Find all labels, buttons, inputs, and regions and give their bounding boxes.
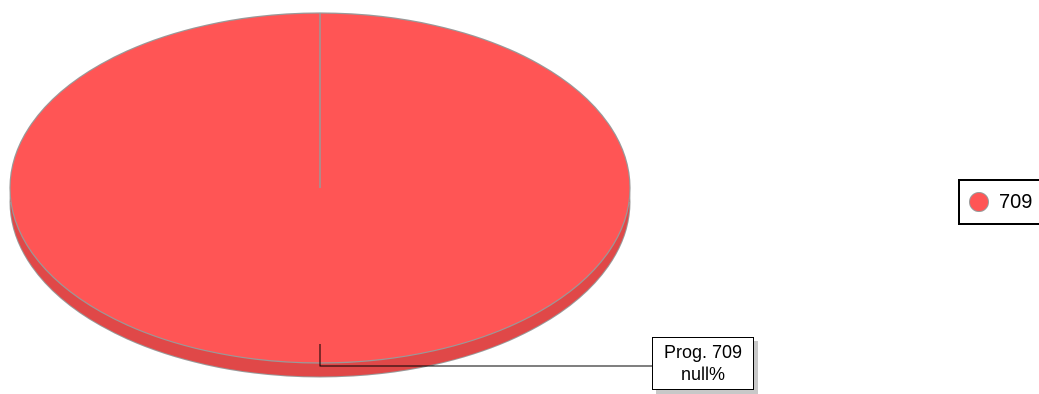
slice-label-percent: null%	[680, 364, 726, 384]
slice-label-709: Prog. 709 null%	[652, 337, 754, 390]
slice-label-leader-line	[319, 344, 652, 367]
legend: 709	[958, 179, 1039, 225]
legend-label-709: 709	[999, 190, 1033, 213]
slice-label-name: Prog. 709	[663, 342, 743, 362]
legend-swatch-709	[969, 192, 989, 212]
